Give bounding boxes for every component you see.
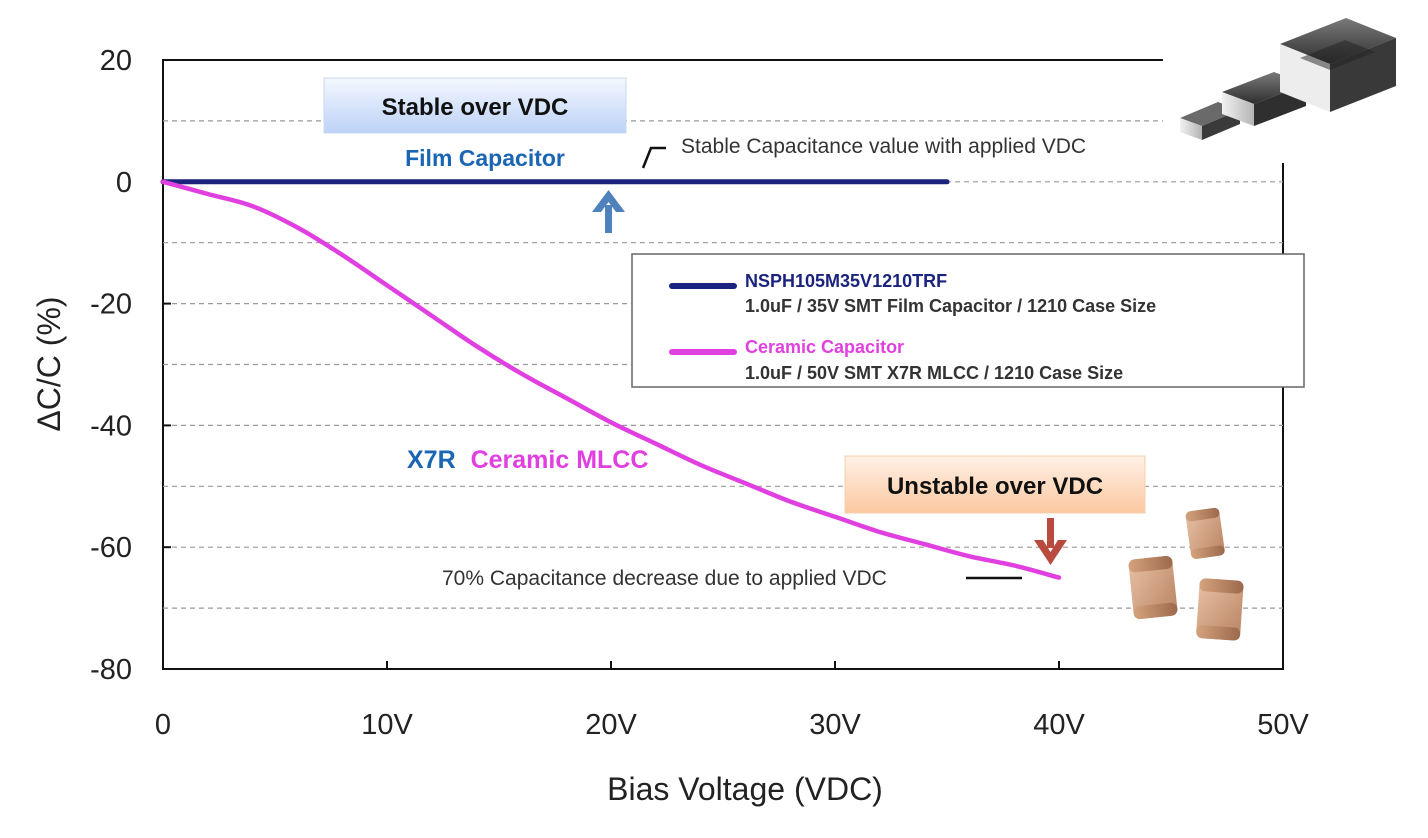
stable-note-bracket bbox=[641, 146, 666, 169]
y-tick-label: 20 bbox=[100, 45, 132, 77]
tick-labels: 0 10V 20V 30V 40V 50V 20 0 -20 -40 -60 -80 bbox=[90, 45, 1309, 741]
legend-name-film: NSPH105M35V1210TRF bbox=[745, 271, 947, 291]
series-lines bbox=[160, 179, 1062, 580]
x-tick-label: 10V bbox=[361, 709, 413, 741]
y-tick-label: -20 bbox=[90, 289, 132, 321]
legend-name-ceramic: Ceramic Capacitor bbox=[745, 337, 904, 357]
y-tick-label: -80 bbox=[90, 654, 132, 686]
legend-desc-ceramic: 1.0uF / 50V SMT X7R MLCC / 1210 Case Siz… bbox=[745, 363, 1123, 383]
ceramic-chips-image bbox=[1128, 507, 1244, 641]
down-arrow-icon bbox=[1034, 518, 1067, 565]
x-tick-label: 30V bbox=[809, 709, 861, 741]
x-axis-title: Bias Voltage (VDC) bbox=[607, 771, 883, 807]
up-arrow-icon bbox=[592, 190, 625, 233]
x7r-word: X7R bbox=[407, 446, 456, 474]
x-tick-label: 0 bbox=[155, 709, 171, 741]
y-tick-label: 0 bbox=[116, 167, 132, 199]
stable-box bbox=[323, 77, 627, 134]
stable-box-label: Stable over VDC bbox=[382, 94, 569, 121]
x7r-ceramic-label: X7R Ceramic MLCC bbox=[407, 446, 648, 474]
legend: NSPH105M35V1210TRF 1.0uF / 35V SMT Film … bbox=[631, 253, 1305, 388]
legend-box bbox=[631, 253, 1305, 388]
stable-note: Stable Capacitance value with applied VD… bbox=[681, 135, 1086, 158]
x-tick-label: 50V bbox=[1257, 709, 1309, 741]
unstable-box bbox=[844, 455, 1146, 514]
decrease-note: 70% Capacitance decrease due to applied … bbox=[442, 567, 887, 590]
ceramic-mlcc-word: Ceramic MLCC bbox=[471, 446, 649, 474]
legend-desc-film: 1.0uF / 35V SMT Film Capacitor / 1210 Ca… bbox=[745, 296, 1156, 316]
y-axis-title: ΔC/C (%) bbox=[31, 296, 67, 431]
series-line-ceramic bbox=[160, 179, 1062, 580]
unstable-box-label: Unstable over VDC bbox=[887, 473, 1103, 500]
y-tick-label: -60 bbox=[90, 532, 132, 564]
x-tick-label: 20V bbox=[585, 709, 637, 741]
x-tick-label: 40V bbox=[1033, 709, 1085, 741]
film-capacitor-label: Film Capacitor bbox=[405, 145, 565, 171]
y-tick-label: -40 bbox=[90, 410, 132, 442]
film-capacitor-image bbox=[1163, 0, 1428, 163]
